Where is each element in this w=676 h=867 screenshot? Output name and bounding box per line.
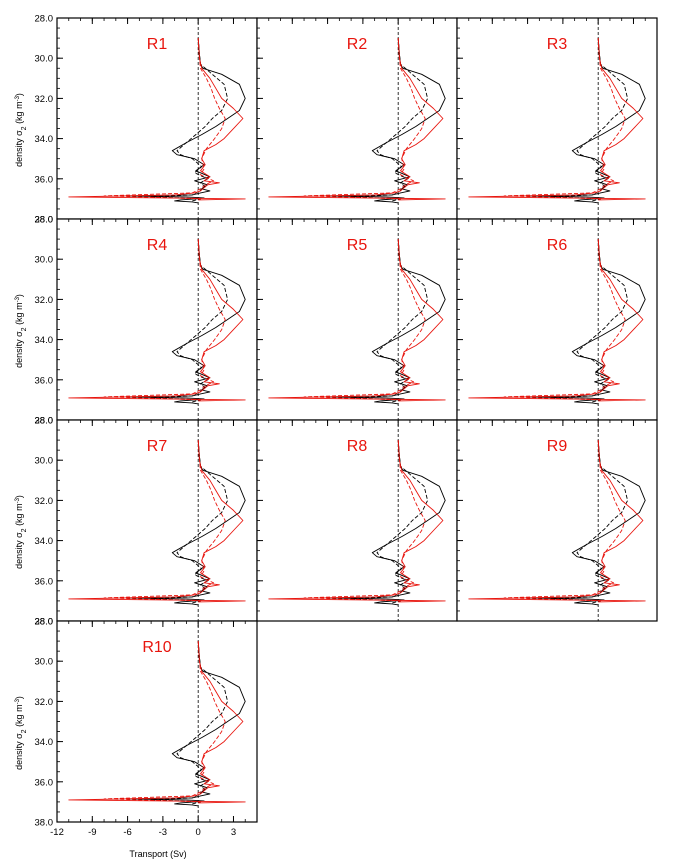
x-axis-label: Transport (Sv) [129,849,186,859]
series-line-4 [103,38,226,200]
y-tick-label: 30.0 [35,657,54,668]
y-tick-label: 36.0 [35,174,54,185]
series-line-2 [150,239,229,403]
series-line-3 [268,440,446,603]
series-line-4 [103,641,226,803]
panel-title: R3 [547,36,568,53]
y-tick-label: 32.0 [35,295,54,306]
series-line-4 [103,440,226,602]
panel-frame [256,419,458,622]
panel-title: R2 [347,36,368,53]
series-line-2 [150,641,229,805]
panel-frame [56,419,258,622]
y-tick-label: 28.0 [35,416,54,427]
series-line-3 [68,239,246,402]
x-tick-label: 3 [231,827,236,838]
panel-title: R4 [147,237,168,254]
panel-title: R7 [147,438,168,455]
panel-title: R8 [347,438,368,455]
panel-title: R6 [547,237,568,254]
y-tick-label: 32.0 [35,94,54,105]
series-line-3 [68,641,246,804]
series-line-2 [350,440,429,604]
series-line-3 [468,440,646,603]
y-tick-label: 34.0 [35,737,54,748]
panel-title: R10 [142,639,171,656]
series-line-2 [550,440,629,604]
series-line-3 [68,38,246,201]
y-tick-label: 28.0 [35,617,54,628]
series-line-3 [268,239,446,402]
y-tick-label: 34.0 [35,536,54,547]
series-line-4 [103,239,226,401]
y-axis-label: density σ2 (kg m-3) [14,93,28,167]
y-tick-label: 32.0 [35,496,54,507]
panel-frame [56,218,258,421]
panel-title: R9 [547,438,568,455]
y-tick-label: 34.0 [35,134,54,145]
series-line-3 [268,38,446,201]
panel-title: R5 [347,237,368,254]
panel-frame [256,17,458,220]
panel-frame [56,620,258,823]
panels-group: R1 28.0 30.0 32.0 34.0 36.0 38.0 R2 R3 R4 28.0 30.0… [35,14,658,838]
x-tick-label: -9 [88,827,96,838]
x-tick-label: -3 [159,827,167,838]
y-tick-label: 30.0 [35,54,54,65]
series-line-2 [150,440,229,604]
panel-r8: R8 [256,419,458,622]
y-tick-label: 32.0 [35,697,54,708]
panel-r3: R3 [456,17,658,220]
y-tick-label: 38.0 [35,416,54,427]
y-tick-label: 36.0 [35,576,54,587]
series-line-2 [150,38,229,202]
panel-frame [56,17,258,220]
y-tick-label: 36.0 [35,375,54,386]
y-tick-label: 38.0 [35,215,54,226]
y-axis-label: density σ2 (kg m-3) [14,495,28,569]
panel-r2: R2 [256,17,458,220]
series-line-4 [303,440,426,602]
y-tick-label: 36.0 [35,777,54,788]
series-line-2 [550,38,629,202]
series-line-4 [303,239,426,401]
series-line-2 [550,239,629,403]
series-line-2 [350,239,429,403]
panel-r6: R6 [456,218,658,421]
y-tick-label: 34.0 [35,335,54,346]
panel-frame [456,17,658,220]
y-tick-label: 28.0 [35,14,54,25]
panel-frame [256,218,458,421]
series-line-3 [468,239,646,402]
y-tick-label: 30.0 [35,255,54,266]
y-axis-label: density σ2 (kg m-3) [14,294,28,368]
x-tick-label: -6 [123,827,131,838]
y-tick-label: 28.0 [35,215,54,226]
panel-frame [456,419,658,622]
series-line-4 [503,38,626,200]
series-line-3 [68,440,246,603]
x-tick-label: 0 [196,827,201,838]
panel-title: R1 [147,36,168,53]
panel-r4: R4 28.0 30.0 32.0 34.0 36.0 38.0 [35,215,258,427]
panel-r1: R1 28.0 30.0 32.0 34.0 36.0 38.0 [35,14,258,226]
y-tick-label: 38.0 [35,617,54,628]
series-line-2 [350,38,429,202]
panel-r9: R9 [456,419,658,622]
y-tick-label: 30.0 [35,456,54,467]
y-axis-labels: density σ2 (kg m-3) density σ2 (kg m-3) de… [14,93,28,770]
series-line-4 [503,440,626,602]
panel-frame [456,218,658,421]
panel-r7: R7 28.0 30.0 32.0 34.0 36.0 38.0 [35,416,258,628]
series-line-4 [503,239,626,401]
series-line-4 [303,38,426,200]
y-axis-label: density σ2 (kg m-3) [14,696,28,770]
y-tick-label: 38.0 [35,818,54,829]
x-tick-label: -12 [50,827,64,838]
series-line-3 [468,38,646,201]
panel-r5: R5 [256,218,458,421]
